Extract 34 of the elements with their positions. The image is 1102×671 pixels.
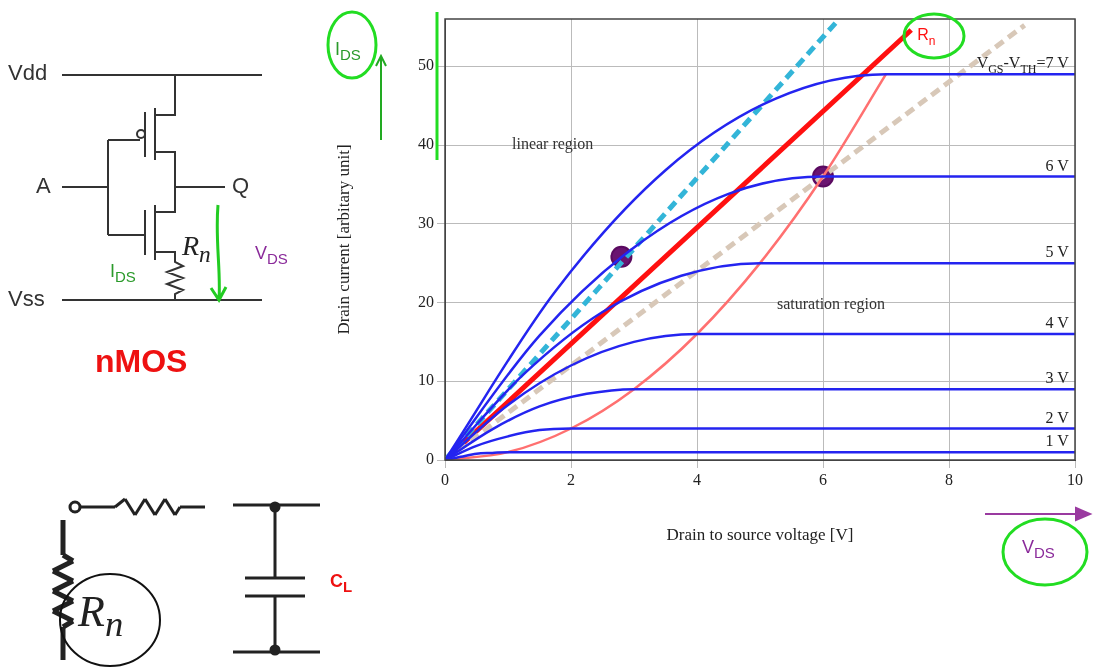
series-label: 6 V [1045, 156, 1070, 174]
x-axis-title: Drain to source voltage [V] [666, 525, 854, 545]
text: R$_{n}$ [182, 230, 211, 267]
series-label: 3 V [1045, 369, 1070, 387]
text: Q [232, 173, 250, 198]
annotation: linear region [512, 135, 594, 152]
series-label: 4 V [1045, 314, 1070, 331]
series-label: 2 V [1045, 408, 1070, 426]
text: V$_{DS}$ [1022, 537, 1055, 561]
x-tick-label: 4 [693, 470, 701, 488]
y-tick-label: 40 [418, 135, 434, 153]
x-tick-label: 2 [567, 470, 575, 488]
text: I$_{DS}$ [110, 261, 136, 285]
text: R$_{n}$ [78, 587, 124, 644]
x-tick-label: 8 [945, 470, 953, 488]
text: C$_{L}$ [330, 571, 353, 595]
text: Vdd [8, 60, 48, 85]
y-tick-label: 10 [418, 371, 434, 389]
x-tick-label: 10 [1067, 470, 1083, 488]
x-tick-label: 0 [441, 470, 449, 488]
series-label: 1 V [1045, 432, 1070, 450]
text: V$_{DS}$ [255, 243, 288, 267]
text: I$_{DS}$ [335, 39, 361, 63]
text: nMOS [95, 343, 188, 379]
y-tick-label: 30 [418, 213, 434, 231]
text: A [36, 173, 51, 198]
text: Vss [8, 286, 45, 311]
y-tick-label: 20 [418, 292, 434, 310]
annotation: saturation region [777, 295, 885, 312]
x-tick-label: 6 [819, 470, 827, 488]
y-tick-label: 50 [418, 56, 434, 74]
y-axis-title: Drain current [arbitary unit] [333, 144, 353, 335]
series-label: 5 V [1045, 243, 1070, 261]
y-tick-label: 0 [426, 450, 434, 468]
